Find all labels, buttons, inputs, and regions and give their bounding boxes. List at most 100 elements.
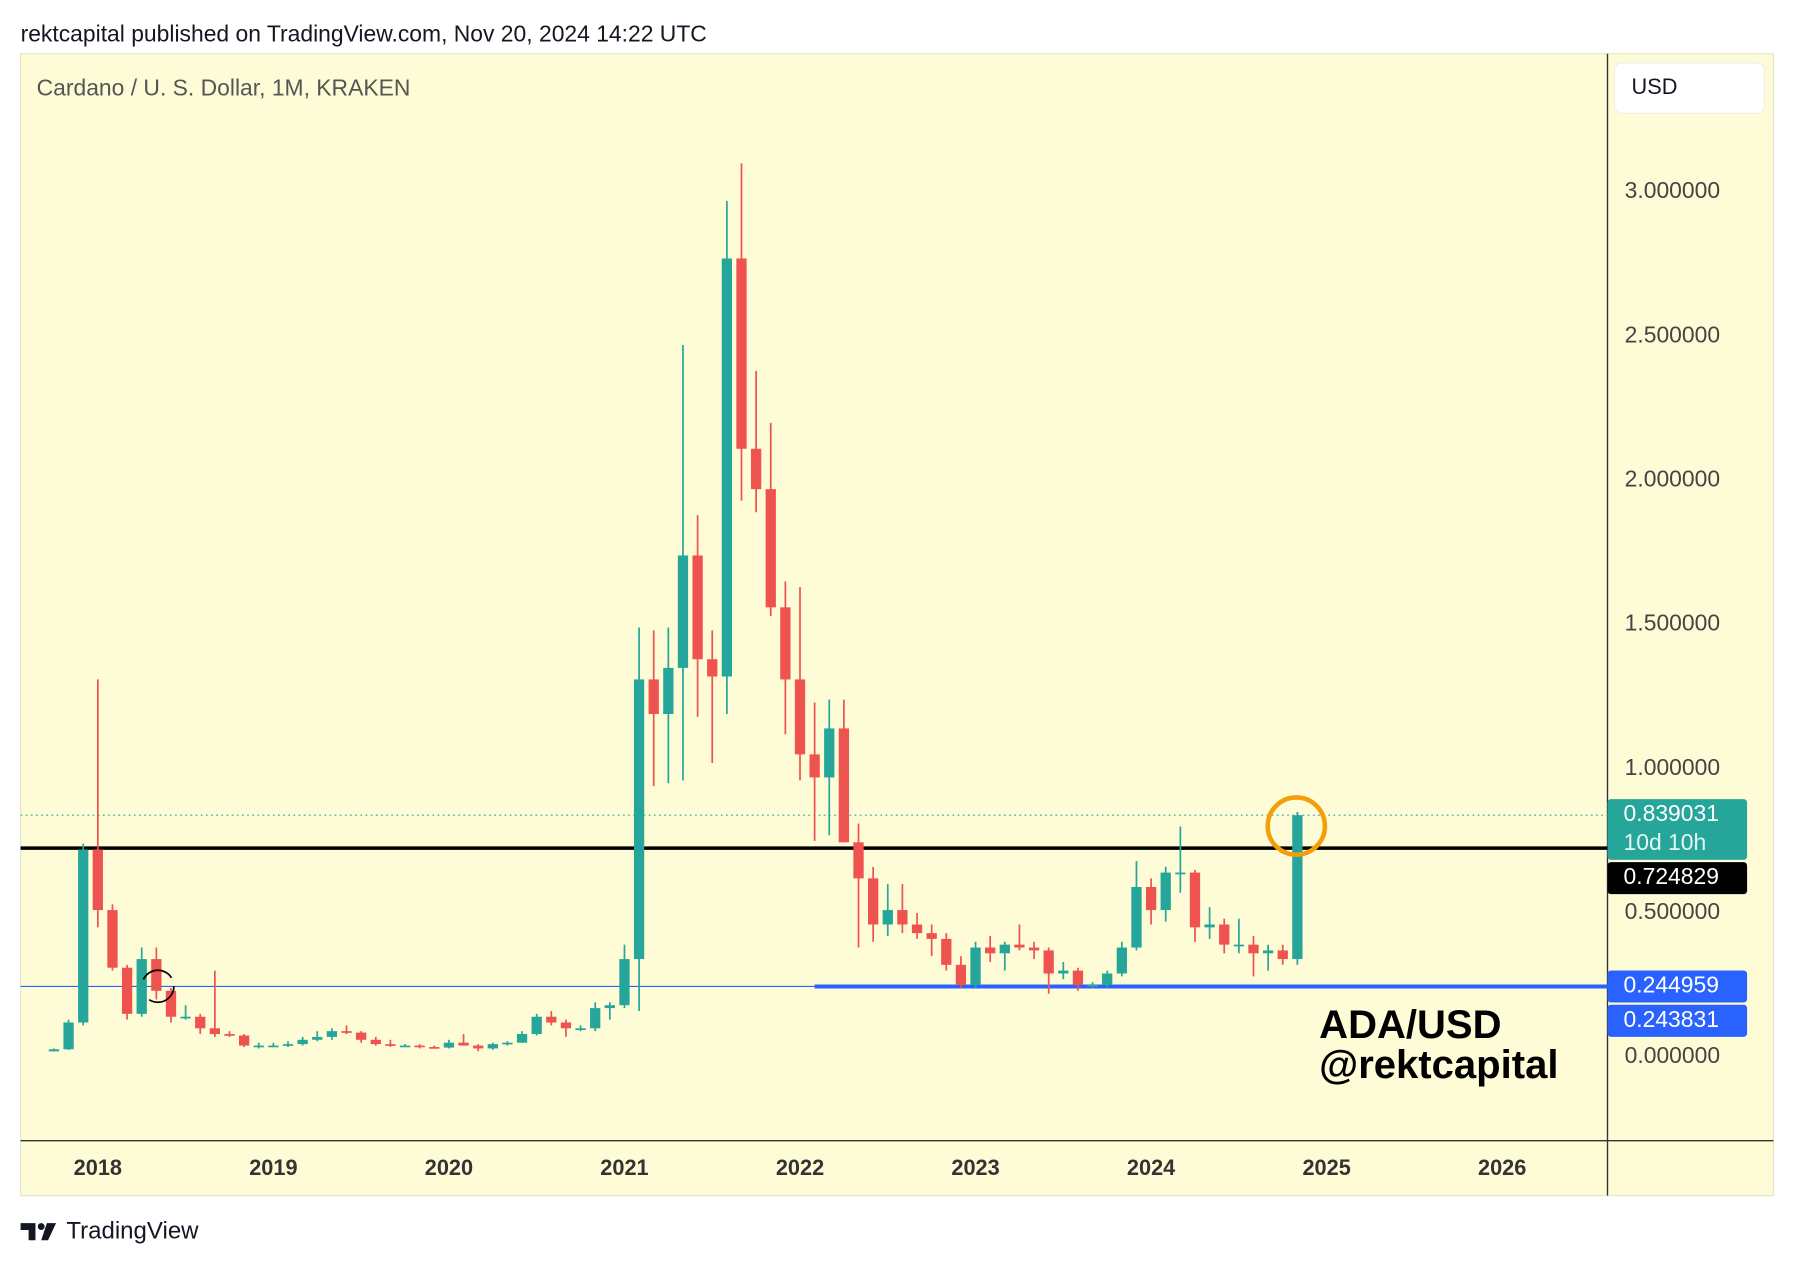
- chart-area: [20, 53, 1774, 1197]
- candle-body: [165, 990, 177, 1017]
- candle-body: [443, 1042, 455, 1048]
- candle-body: [458, 1042, 469, 1046]
- candle-body: [721, 258, 733, 677]
- y-tick-label: 1.000000: [1625, 754, 1720, 780]
- candle-body: [648, 679, 659, 715]
- candle-body: [429, 1047, 440, 1049]
- candle-body: [794, 679, 806, 755]
- x-tick-label: 2024: [1127, 1155, 1175, 1180]
- candle-body: [48, 1049, 60, 1052]
- candle-body: [999, 944, 1010, 954]
- candle-body: [575, 1028, 586, 1030]
- candle-body: [253, 1045, 264, 1048]
- x-tick-label: 2018: [74, 1155, 122, 1180]
- candle-body: [560, 1022, 572, 1029]
- candle-body: [926, 933, 937, 939]
- candle-body: [750, 448, 762, 490]
- annotation: @rektcapital: [1319, 1043, 1558, 1087]
- candle-body: [282, 1044, 294, 1046]
- price-label-box: [1607, 799, 1748, 860]
- price-label: 0.724829: [1624, 863, 1719, 889]
- candle-body: [780, 607, 791, 680]
- currency-label: USD: [1632, 74, 1678, 99]
- candle-body: [707, 659, 718, 677]
- x-tick-label: 2021: [600, 1155, 648, 1180]
- candle-body: [297, 1039, 308, 1045]
- candle-body: [663, 667, 674, 715]
- candle-body: [326, 1031, 338, 1037]
- y-tick-label: 0.000000: [1625, 1042, 1720, 1068]
- candle-body: [955, 964, 967, 986]
- price-label-box: [1607, 1004, 1748, 1037]
- candle-body: [341, 1031, 352, 1033]
- candle-body: [385, 1044, 396, 1046]
- candle-body: [516, 1034, 528, 1043]
- price-label-box: [1607, 862, 1748, 895]
- candle-body: [238, 1035, 250, 1046]
- candle-body: [1014, 944, 1025, 948]
- candle-body: [1292, 815, 1303, 960]
- x-tick-label: 2026: [1478, 1155, 1526, 1180]
- y-tick-label: 2.500000: [1625, 321, 1720, 347]
- candle-body: [1145, 886, 1157, 911]
- candle-body: [590, 1008, 601, 1029]
- candle-body: [546, 1016, 557, 1023]
- price-label: 0.839031: [1624, 800, 1719, 826]
- candle-body: [941, 938, 952, 965]
- candle-body: [78, 849, 89, 1023]
- candle-body: [985, 947, 996, 954]
- candle-body: [151, 959, 162, 991]
- countdown-label: 10d 10h: [1624, 829, 1707, 855]
- candle-body: [1277, 950, 1288, 960]
- candle-body: [399, 1045, 411, 1048]
- candle-body: [970, 947, 981, 986]
- candle-body: [809, 754, 820, 778]
- candle-body: [195, 1016, 206, 1029]
- candle-body: [1072, 970, 1084, 986]
- y-tick-label: 1.500000: [1625, 610, 1720, 636]
- candle-body: [92, 849, 103, 911]
- currency-button[interactable]: [1613, 62, 1765, 114]
- x-tick-label: 2020: [425, 1155, 473, 1180]
- plot: 0.000000 0.500000 1.000000 1.500000 2.000000…: [20, 163, 1748, 1180]
- candle-body: [1219, 924, 1230, 945]
- candle-body: [502, 1042, 513, 1045]
- x-tick-label: 2019: [249, 1155, 297, 1180]
- publish-line: rektcapital published on TradingView.com…: [21, 21, 707, 47]
- candle-body: [633, 679, 645, 960]
- y-tick-label: 2.000000: [1625, 466, 1720, 492]
- candle-body: [677, 555, 689, 668]
- candle-body: [414, 1045, 425, 1048]
- candle-body: [1160, 872, 1171, 911]
- candle-body: [487, 1044, 498, 1049]
- price-label-box: [1607, 970, 1748, 1003]
- candle-body: [1058, 970, 1069, 974]
- logo-mark: [20, 1223, 57, 1241]
- candle-body: [1262, 950, 1274, 954]
- candle-body: [765, 489, 776, 608]
- candle-body: [1028, 947, 1040, 951]
- candle-body: [736, 258, 747, 449]
- highlight-circle: [1265, 795, 1328, 857]
- y-tick-label: 3.000000: [1625, 177, 1720, 203]
- candle-body: [136, 959, 147, 1014]
- candle-body: [619, 959, 630, 1006]
- candle-body: [370, 1039, 381, 1045]
- candle-body: [531, 1016, 542, 1035]
- candle-body: [853, 842, 864, 879]
- x-tick-label: 2025: [1302, 1155, 1350, 1180]
- candle-body: [1131, 886, 1142, 948]
- annotation: ADA/USD: [1319, 1003, 1501, 1047]
- candle-body: [1175, 872, 1186, 875]
- candle-body: [355, 1032, 367, 1040]
- candle-body: [838, 728, 850, 843]
- candle-body: [1204, 924, 1215, 928]
- x-tick-label: 2022: [776, 1155, 824, 1180]
- candle-body: [107, 910, 118, 968]
- candle-body: [1248, 944, 1259, 954]
- logo-text: TradingView: [66, 1218, 199, 1245]
- price-label: 0.244959: [1624, 972, 1719, 998]
- candle-body: [312, 1036, 323, 1040]
- candle-body: [121, 967, 133, 1014]
